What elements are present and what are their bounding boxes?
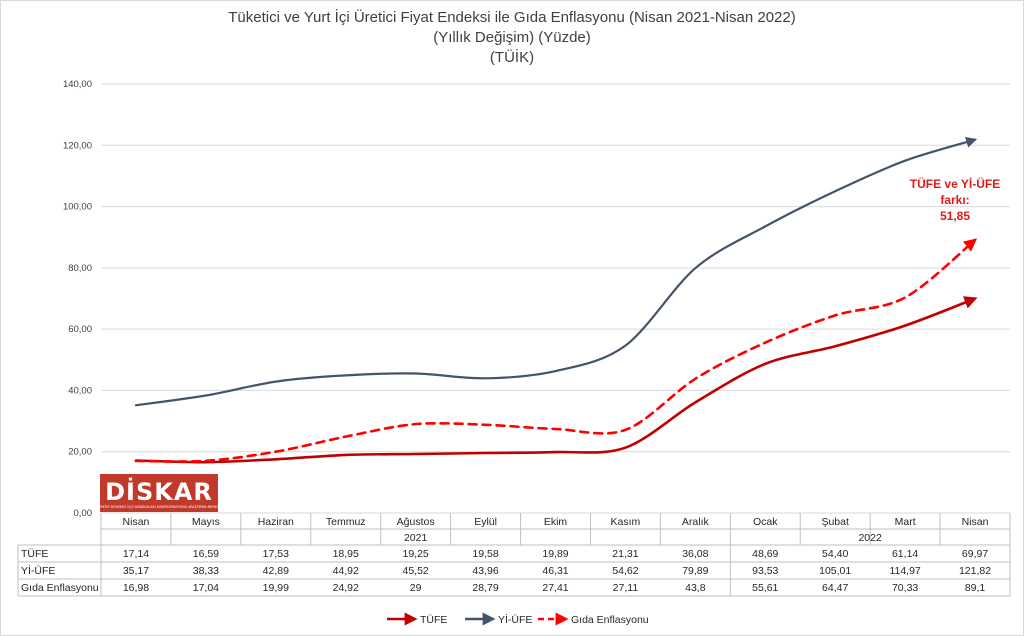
table-cell: 19,89 xyxy=(542,548,568,560)
table-cell: 55,61 xyxy=(752,582,778,594)
table-cell: 44,92 xyxy=(333,565,359,577)
difference-annotation: TÜFE ve Yİ-ÜFE farkı: 51,85 xyxy=(910,176,1000,223)
logo-text: DİSKAR xyxy=(105,477,213,506)
y-tick-label: 40,00 xyxy=(68,385,92,396)
chart-title-line-1: (Yıllık Değişim) (Yüzde) xyxy=(433,29,591,46)
legend-label-2: Gıda Enflasyonu xyxy=(571,614,649,626)
table-cell: 69,97 xyxy=(962,548,988,560)
table-cell: 24,92 xyxy=(333,582,359,594)
data-table: Nisan Mayıs Haziran Temmuz Ağustos Eylül Ekim K… xyxy=(17,513,1011,597)
table-cell: 36,08 xyxy=(682,548,708,560)
table-cell: 61,14 xyxy=(892,548,918,560)
x-category-label: Mayıs xyxy=(192,516,220,528)
y-tick-label: 20,00 xyxy=(68,447,92,458)
x-category-label: Nisan xyxy=(123,516,150,528)
x-category-label: Ağustos xyxy=(397,516,435,528)
legend-label-1: Yİ-ÜFE xyxy=(498,613,532,626)
chart-title-line-0: Tüketici ve Yurt İçi Üretici Fiyat Endek… xyxy=(228,8,795,26)
x-category-label: Kasım xyxy=(611,516,641,528)
table-row-header: Gıda Enflasyonu xyxy=(21,582,99,594)
logo-subtext: TÜRKİYE DEVRİMCİ İŞÇİ SENDİKALARI KONFED… xyxy=(95,504,222,509)
series-line-0 xyxy=(134,296,978,464)
y-tick-label: 60,00 xyxy=(68,324,92,335)
table-cell: 70,33 xyxy=(892,582,918,594)
annotation-line-0: TÜFE ve Yİ-ÜFE xyxy=(910,176,1000,191)
table-cell: 21,31 xyxy=(612,548,638,560)
annotation-line-1: farkı: xyxy=(940,193,969,207)
x-category-label: Nisan xyxy=(962,516,989,528)
table-cell: 79,89 xyxy=(682,565,708,577)
y-tick-label: 100,00 xyxy=(63,202,92,213)
table-cell: 54,62 xyxy=(612,565,638,577)
y-tick-label: 0,00 xyxy=(74,508,93,519)
x-year-label: 2022 xyxy=(858,532,882,544)
table-cell: 42,89 xyxy=(263,565,289,577)
table-cell: 16,59 xyxy=(193,548,219,560)
table-cell: 17,04 xyxy=(193,582,219,594)
table-cell: 43,96 xyxy=(472,565,498,577)
table-cell: 35,17 xyxy=(123,565,149,577)
table-cell: 64,47 xyxy=(822,582,848,594)
table-cell: 18,95 xyxy=(333,548,359,560)
table-cell: 19,25 xyxy=(403,548,429,560)
x-category-label: Aralık xyxy=(682,516,710,528)
table-cell: 28,79 xyxy=(472,582,498,594)
chart-title-line-2: (TÜİK) xyxy=(490,48,534,66)
table-cell: 45,52 xyxy=(403,565,429,577)
table-cell: 19,58 xyxy=(472,548,498,560)
table-cell: 46,31 xyxy=(542,565,568,577)
x-category-label: Mart xyxy=(895,516,916,528)
table-cell: 17,53 xyxy=(263,548,289,560)
y-axis: 0,00 20,00 40,00 60,00 80,00 100,00 120,00 140,… xyxy=(63,79,92,519)
x-category-label: Ekim xyxy=(544,516,568,528)
table-cell: 114,97 xyxy=(889,565,920,577)
grid-lines xyxy=(101,83,1010,514)
table-row-header: Yİ-ÜFE xyxy=(21,564,55,577)
x-category-label: Eylül xyxy=(474,516,497,528)
y-tick-label: 80,00 xyxy=(68,263,92,274)
table-cell: 43,8 xyxy=(685,582,706,594)
series-line-1 xyxy=(134,137,978,407)
chart-legend: TÜFE Yİ-ÜFE Gıda Enflasyonu xyxy=(387,612,649,626)
table-cell: 89,1 xyxy=(965,582,986,594)
x-year-label: 2021 xyxy=(404,532,428,544)
series-lines xyxy=(134,137,978,464)
table-cell: 121,82 xyxy=(959,565,991,577)
table-cell: 38,33 xyxy=(193,565,219,577)
x-category-label: Şubat xyxy=(821,516,849,528)
x-category-label: Ocak xyxy=(753,516,778,528)
x-category-label: Temmuz xyxy=(326,516,366,528)
annotation-line-2: 51,85 xyxy=(940,209,970,223)
table-cell: 105,01 xyxy=(819,565,851,577)
table-cell: 93,53 xyxy=(752,565,778,577)
table-cell: 17,14 xyxy=(123,548,149,560)
table-cell: 27,11 xyxy=(613,582,639,594)
y-tick-label: 120,00 xyxy=(63,140,92,151)
legend-label-0: TÜFE xyxy=(420,614,447,626)
series-line-2 xyxy=(134,238,978,463)
table-cell: 19,99 xyxy=(263,582,289,594)
table-row-header: TÜFE xyxy=(21,548,48,560)
x-category-label: Haziran xyxy=(258,516,294,528)
logo-background xyxy=(100,474,218,512)
y-tick-label: 140,00 xyxy=(63,79,92,90)
table-cell: 54,40 xyxy=(822,548,848,560)
chart-title-group: Tüketici ve Yurt İçi Üretici Fiyat Endek… xyxy=(228,8,795,66)
table-cell: 48,69 xyxy=(752,548,778,560)
table-cell: 29 xyxy=(410,582,422,594)
table-cell: 27,41 xyxy=(542,582,568,594)
table-cell: 16,98 xyxy=(123,582,149,594)
